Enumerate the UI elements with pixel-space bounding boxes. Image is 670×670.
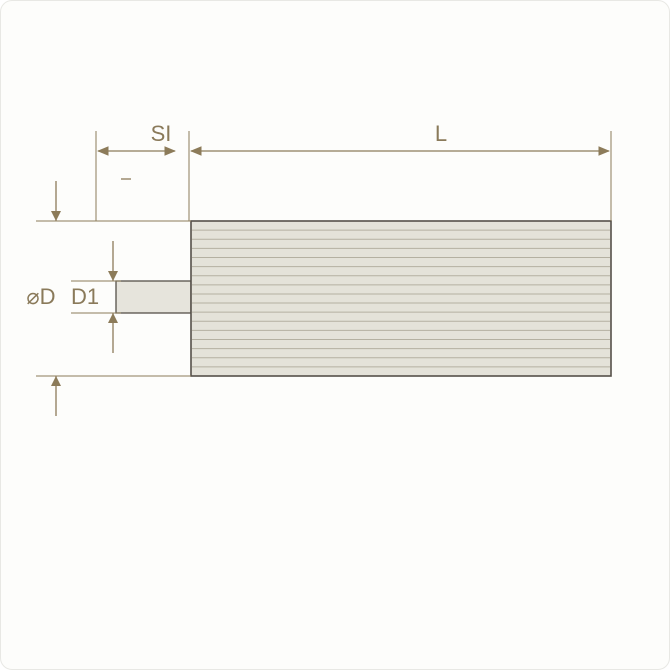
dim-label-L: L — [435, 121, 447, 146]
shaft-rect — [116, 281, 191, 313]
dim-label-D: ⌀D — [26, 284, 55, 309]
dim-label-D1: D1 — [71, 284, 99, 309]
technical-drawing: L SI D1 ⌀D — [0, 0, 670, 670]
dim-label-SI: SI — [151, 121, 172, 146]
main-body-rect — [191, 221, 611, 376]
drawing-svg: L SI D1 ⌀D — [1, 1, 670, 670]
